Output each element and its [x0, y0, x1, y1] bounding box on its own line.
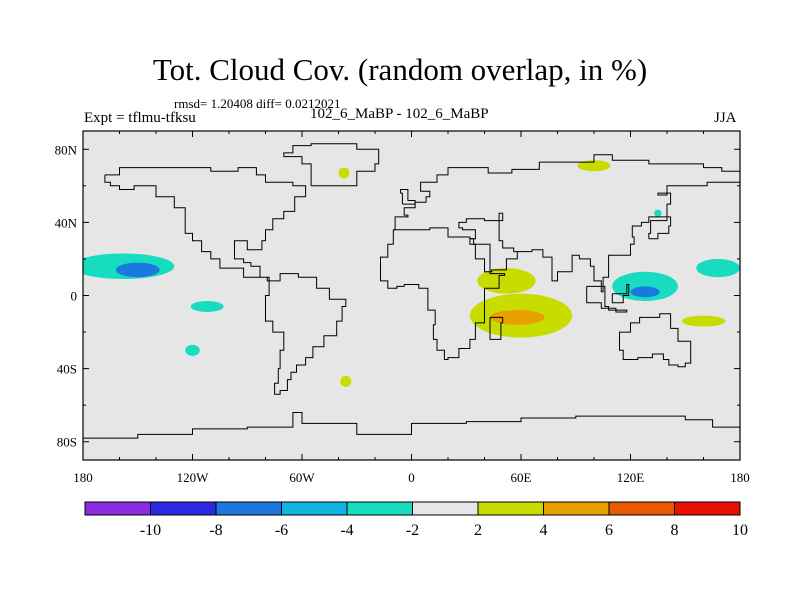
comparison-label: 102_6_MaBP - 102_6_MaBP	[310, 106, 489, 122]
anomaly-region	[630, 286, 660, 298]
coastline	[648, 216, 672, 240]
stats-label: rmsd= 1.20408 diff= 0.0212021	[174, 96, 341, 111]
colorbar-swatch	[412, 501, 479, 516]
y-tick-label: 80N	[55, 142, 78, 157]
colorbar-label: -8	[209, 522, 222, 539]
coastline	[458, 212, 518, 273]
anomaly-region	[681, 315, 726, 327]
anomaly-region	[696, 258, 740, 278]
y-tick-label: 40N	[55, 215, 78, 230]
colorbar-swatch	[215, 501, 282, 516]
coastline	[393, 154, 740, 231]
coastline	[517, 178, 740, 293]
colorbar-swatch	[543, 501, 610, 516]
colorbar-swatch	[674, 501, 741, 516]
coastline	[611, 284, 630, 304]
colorbar-label: -4	[340, 522, 353, 539]
anomaly-region	[115, 262, 160, 278]
x-tick-label: 60E	[511, 470, 532, 485]
colorbar-label: -10	[140, 522, 161, 539]
x-tick-label: 180	[730, 470, 750, 485]
season-label: JJA	[714, 110, 737, 126]
x-tick-label: 120W	[177, 470, 210, 485]
coastline	[489, 316, 504, 340]
y-tick-label: 80S	[57, 435, 77, 450]
x-tick-label: 60W	[289, 470, 315, 485]
colorbar: -10 -8 -6 -4 -2 2 4 6 8 10	[84, 501, 748, 539]
x-tick-label: 0	[408, 470, 415, 485]
anomaly-region	[185, 344, 200, 356]
coastline	[400, 189, 416, 205]
colorbar-label: 4	[540, 522, 548, 539]
anomaly-region	[489, 310, 545, 325]
coastline	[283, 143, 380, 187]
colorbar-label: 10	[732, 522, 748, 539]
colorbar-swatch	[608, 501, 675, 516]
chart-title: Tot. Cloud Cov. (random overlap, in %)	[152, 52, 648, 87]
x-axis: 180 120W 60W 0 60E 120E 180	[73, 131, 750, 485]
coastline	[83, 412, 740, 439]
coastline	[265, 273, 347, 395]
colorbar-label: 2	[474, 522, 482, 539]
colorbar-swatch	[346, 501, 413, 516]
colorbar-swatch	[84, 501, 151, 516]
colorbar-label: -2	[406, 522, 419, 539]
colorbar-swatch	[281, 501, 348, 516]
colorbar-swatch	[150, 501, 217, 516]
coastline-layer	[83, 143, 740, 439]
coastline	[104, 167, 307, 282]
anomaly-region	[654, 209, 662, 217]
experiment-label: Expt = tflmu-tfksu	[84, 110, 196, 126]
x-tick-label: 120E	[617, 470, 645, 485]
x-tick-label: 180	[73, 470, 93, 485]
coastline	[380, 227, 506, 360]
colorbar-label: 6	[605, 522, 613, 539]
anomaly-region	[190, 300, 224, 312]
anomaly-region	[477, 268, 536, 294]
y-tick-label: 40S	[57, 362, 77, 377]
anomaly-layer	[83, 160, 740, 387]
colorbar-label: -6	[275, 522, 288, 539]
colorbar-label: 8	[671, 522, 679, 539]
anomaly-region	[577, 160, 611, 172]
colorbar-swatch	[477, 501, 544, 516]
coastline	[586, 285, 628, 313]
y-axis: 80N 40N 0 40S 80S	[55, 142, 740, 450]
anomaly-region	[338, 167, 350, 179]
anomaly-region	[340, 375, 352, 387]
y-tick-label: 0	[71, 289, 78, 304]
coastline	[619, 313, 692, 368]
